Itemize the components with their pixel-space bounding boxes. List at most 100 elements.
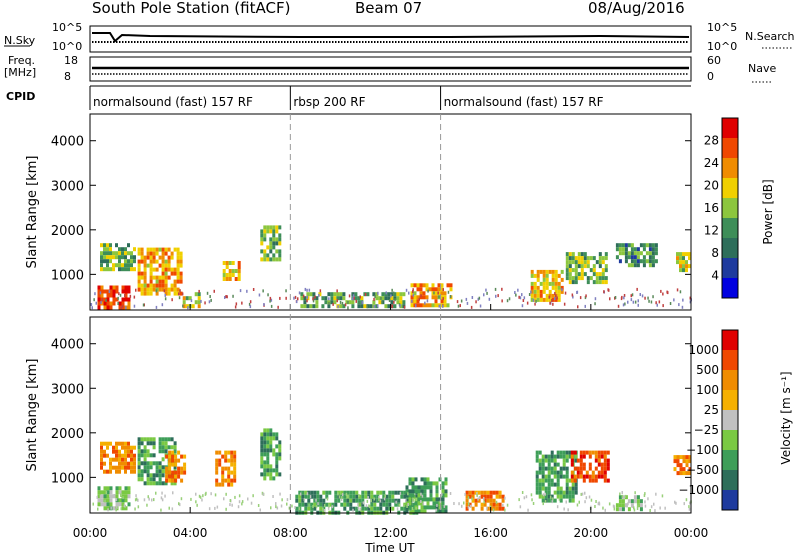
data-cell [103,494,107,499]
data-cell [167,445,171,450]
data-cell [548,289,552,294]
data-cell [651,251,655,256]
speckle-cell [667,291,669,295]
data-cell [571,260,575,265]
speckle-cell [661,494,664,498]
speckle-cell [639,293,641,296]
speckle-cell [216,505,219,509]
data-cell [303,296,307,301]
data-cell [601,280,605,285]
data-cell [177,474,181,479]
speckle-cell [214,506,216,510]
data-cell [183,470,187,475]
data-cell [618,259,622,264]
speckle-cell [508,297,511,301]
data-cell [544,478,548,483]
speckle-cell [685,498,688,502]
speckle-cell [269,296,272,300]
data-cell [391,494,395,499]
data-cell [301,490,305,495]
data-cell [530,269,534,274]
data-cell [177,470,181,475]
data-cell [121,453,124,458]
data-cell [624,251,628,256]
data-cell [370,506,374,511]
speckle-cell [125,306,127,310]
data-cell [103,469,106,474]
speckle-cell [225,507,227,511]
data-cell [158,247,162,252]
data-cell [416,283,420,288]
colorbar-frame [721,329,739,511]
data-cell [601,256,605,261]
data-cell [174,478,178,483]
y-tick-label: 1000 [51,268,84,283]
data-cell [170,251,174,256]
data-cell [146,283,150,288]
data-cell [414,509,418,514]
data-cell [544,486,548,491]
data-cell [298,502,302,507]
data-cell [263,237,267,242]
speckle-cell [442,304,444,308]
data-cell [137,465,141,470]
data-cell [103,255,106,260]
data-cell [221,466,225,471]
speckle-cell [603,290,605,294]
speckle-cell [115,498,118,502]
x-tick-label: 16:00 [473,526,508,540]
data-cell [161,287,165,292]
data-cell [133,247,136,252]
data-cell [376,494,380,499]
speckle-cell [109,494,111,498]
data-cell [149,473,153,478]
data-cell [568,450,572,455]
data-cell [648,243,652,248]
data-cell [413,299,417,304]
data-cell [100,465,103,470]
data-cell [222,261,226,265]
data-cell [167,287,171,292]
speckle-cell [285,296,287,300]
data-cell [557,273,561,278]
speckle-cell [523,496,526,500]
data-cell [118,251,121,256]
data-cell [440,283,444,288]
data-cell [428,303,432,308]
data-cell [573,474,577,479]
data-cell [618,495,622,500]
data-cell [574,280,578,285]
data-cell [143,263,147,268]
data-cell [604,280,608,285]
speckle-cell [391,288,393,292]
data-cell [586,280,590,285]
speckle-cell [478,496,481,499]
data-cell [437,283,441,288]
speckle-cell [650,505,653,509]
data-cell [621,495,625,500]
data-cell [176,287,180,292]
data-cell [606,458,610,463]
data-cell [170,271,174,276]
data-cell [342,296,346,301]
data-cell [373,494,377,499]
speckle-cell [201,498,203,502]
speckle-cell [438,304,440,308]
nsky-label: N.Sky [4,34,36,47]
data-cell [381,296,385,301]
data-cell [263,233,267,238]
data-cell [158,461,162,466]
data-cell [278,440,282,445]
data-cell [197,300,201,305]
data-cell [295,494,299,499]
data-cell [155,473,159,478]
data-cell [554,297,558,302]
data-cell [303,304,307,309]
data-cell [149,259,153,264]
data-cell [639,503,643,508]
data-cell [357,300,361,305]
data-cell [304,494,308,499]
data-cell [140,477,144,482]
speckle-cell [588,495,591,499]
